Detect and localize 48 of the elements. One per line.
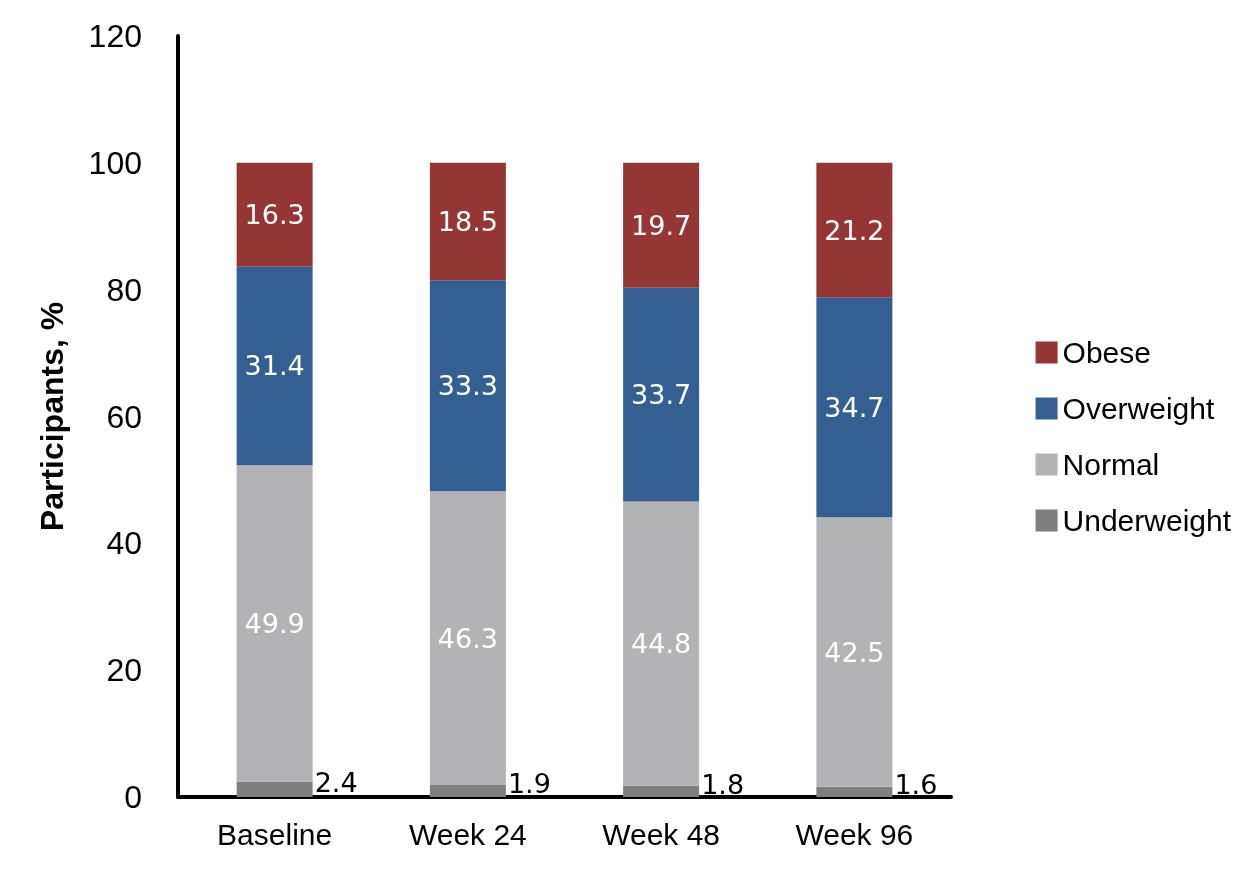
x-tick-label: Week 48: [602, 817, 721, 851]
data-label: 18.5: [437, 205, 498, 237]
data-label: 33.3: [437, 370, 498, 402]
data-label: 46.3: [437, 622, 498, 654]
bar: [623, 501, 700, 786]
bar: [816, 786, 893, 797]
x-tick-label: Week 24: [408, 817, 527, 851]
data-label: 1.8: [701, 768, 745, 800]
bar: [816, 297, 893, 518]
x-tick-label: Week 96: [795, 817, 914, 851]
data-label: 33.7: [631, 379, 692, 411]
bar: [429, 491, 506, 785]
bar: [816, 517, 893, 787]
legend-label: Normal: [1062, 448, 1160, 481]
y-axis-title: Participants, %: [34, 301, 70, 532]
y-tick-label: 120: [88, 18, 142, 54]
data-label: 1.9: [507, 768, 551, 800]
data-label: 19.7: [631, 209, 692, 241]
legend-label: Obese: [1062, 336, 1151, 369]
legend-label: Underweight: [1062, 504, 1232, 537]
x-tick-label: Baseline: [217, 817, 333, 851]
bar: [816, 162, 893, 298]
y-tick-label: 40: [106, 525, 142, 562]
data-label: 44.8: [631, 628, 692, 660]
y-tick-label: 0: [124, 779, 142, 815]
legend-label: Overweight: [1062, 392, 1215, 425]
data-label: 2.4: [314, 766, 358, 798]
data-label: 1.6: [894, 769, 938, 801]
y-tick-label: 20: [106, 652, 142, 689]
y-tick-label: 60: [106, 398, 142, 435]
bar: [236, 162, 313, 267]
bar: [236, 465, 313, 782]
y-tick-label: 80: [106, 271, 142, 308]
data-label: 34.7: [824, 391, 885, 423]
bar: [429, 784, 506, 797]
data-label: 21.2: [824, 214, 885, 246]
y-tick-label: 100: [88, 144, 142, 181]
bar: [623, 785, 700, 797]
data-label: 31.4: [244, 350, 305, 382]
data-label: 42.5: [824, 636, 885, 668]
bar: [429, 162, 506, 281]
bar: [236, 781, 313, 797]
bar: [236, 266, 313, 466]
bar: [623, 162, 700, 288]
bar: [623, 287, 700, 502]
bar: [429, 280, 506, 492]
data-label: 16.3: [244, 199, 305, 231]
data-label: 49.9: [244, 608, 305, 640]
